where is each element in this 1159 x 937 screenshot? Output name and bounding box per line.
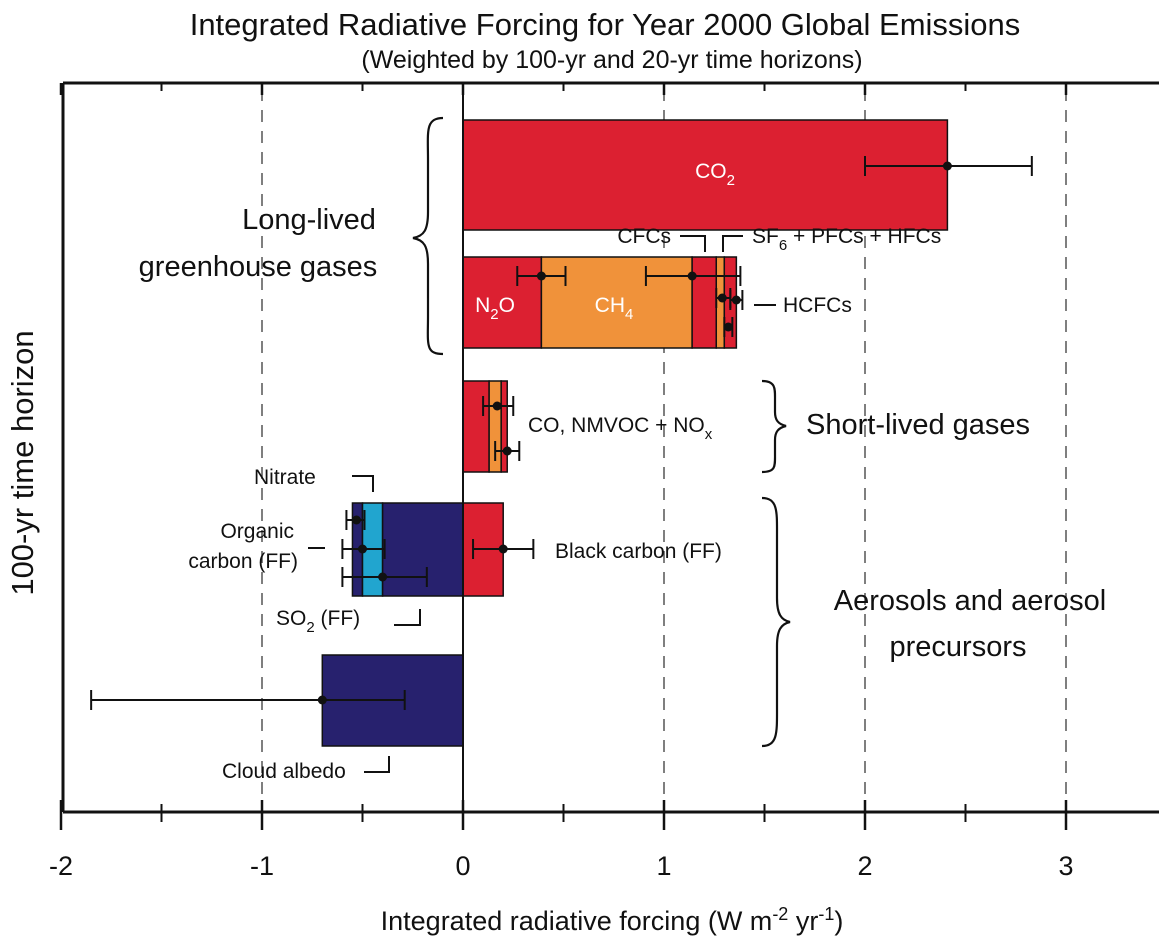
bar-segment — [462, 119, 949, 231]
error-bars — [90, 156, 1033, 710]
x-axis-label-exp1: -2 — [772, 904, 788, 924]
cloud-albedo-label: Cloud albedo — [222, 760, 346, 783]
so2-leader — [394, 609, 421, 626]
error-center-point — [687, 271, 697, 281]
chart-title: Integrated Radiative Forcing for Year 20… — [190, 7, 1021, 42]
error-center-point — [351, 515, 361, 525]
so2-label-sub: 2 — [306, 619, 314, 636]
hcfcs-label: HCFCs — [783, 294, 852, 317]
sf6-label-pre: SF — [752, 225, 779, 248]
x-tick-label: -2 — [49, 851, 73, 881]
chart-subtitle: (Weighted by 100-yr and 20-yr time horiz… — [361, 46, 862, 74]
error-center-point — [723, 322, 733, 332]
nitrate-leader — [352, 475, 374, 492]
co2-label-sub: 2 — [727, 172, 735, 189]
bars — [321, 119, 949, 747]
long-lived-brace — [412, 116, 444, 356]
y-axis-label: 100-yr time horizon — [5, 330, 40, 595]
aerosols-label-1: Aerosols and aerosol — [834, 585, 1106, 617]
short-lived-label: Short-lived gases — [806, 409, 1030, 441]
organic-carbon-label-1: Organic — [220, 520, 294, 543]
x-tick-label: 1 — [656, 851, 671, 881]
ch4-label-sub: 4 — [625, 306, 633, 323]
co-nmvoc-label-main: CO, NMVOC + NO — [528, 414, 705, 437]
nitrate-label: Nitrate — [254, 466, 316, 489]
gridlines — [261, 89, 1067, 812]
bar-segment — [462, 256, 543, 349]
x-tick-label: -1 — [250, 851, 274, 881]
x-tick-label: 0 — [455, 851, 470, 881]
sf6-label-sub: 6 — [779, 237, 787, 254]
aerosols-brace — [761, 496, 791, 748]
bar-segment — [715, 256, 726, 349]
co-nmvoc-label-sub: x — [705, 426, 713, 443]
x-axis-label-mid: yr — [788, 906, 818, 936]
error-center-point — [358, 544, 367, 554]
error-center-point — [731, 295, 741, 305]
long-lived-label-2: greenhouse gases — [139, 251, 378, 283]
error-center-point — [502, 446, 512, 456]
n2o-label-sub: 2 — [490, 306, 498, 323]
error-center-point — [717, 293, 727, 303]
black-carbon-label: Black carbon (FF) — [555, 540, 722, 563]
co-nmvoc-label: CO, NMVOC + NOx — [528, 414, 713, 443]
co2-label: CO2 — [695, 160, 735, 189]
x-axis-label-end: ) — [834, 906, 843, 936]
x-axis-label: Integrated radiative forcing (W m-2 yr-1… — [381, 904, 844, 936]
organic-carbon-label-2: carbon (FF) — [188, 550, 298, 573]
so2-label-pre: SO — [276, 607, 306, 630]
so2-label-post: (FF) — [315, 607, 360, 630]
aerosols-label-2: precursors — [890, 631, 1027, 663]
error-center-point — [317, 695, 327, 705]
axes: -2 -1 0 1 2 3 — [49, 81, 1159, 881]
n2o-label-post: O — [499, 294, 515, 317]
co2-label-main: CO — [695, 160, 727, 183]
x-tick-label: 2 — [857, 851, 872, 881]
x-tick-label: 3 — [1058, 851, 1073, 881]
cloud-albedo-leader — [364, 756, 390, 773]
error-center-point — [498, 544, 508, 554]
short-lived-brace — [761, 379, 787, 474]
so2-label: SO2 (FF) — [276, 607, 360, 636]
error-center-point — [492, 401, 502, 411]
bar-segment — [462, 380, 490, 473]
n2o-label-pre: N — [475, 294, 490, 317]
sf6-leader — [722, 235, 743, 252]
bar-segment — [691, 256, 718, 349]
x-axis-label-main: Integrated radiative forcing (W m — [381, 906, 773, 936]
n2o-label: N2O — [475, 294, 515, 323]
x-axis-label-exp2: -1 — [818, 904, 834, 924]
error-center-point — [378, 572, 388, 582]
sf6-label-post: + PFCs + HFCs — [787, 225, 941, 248]
cfcs-label: CFCs — [617, 225, 671, 248]
bar-segment — [381, 502, 464, 597]
sf6-label: SF6 + PFCs + HFCs — [752, 225, 941, 254]
bar-segment — [500, 380, 508, 473]
ch4-label: CH4 — [595, 294, 634, 323]
long-lived-label-1: Long-lived — [242, 204, 376, 236]
error-center-point — [942, 161, 952, 171]
error-center-point — [536, 271, 546, 281]
ch4-label-main: CH — [595, 294, 625, 317]
cfcs-leader — [680, 235, 706, 252]
